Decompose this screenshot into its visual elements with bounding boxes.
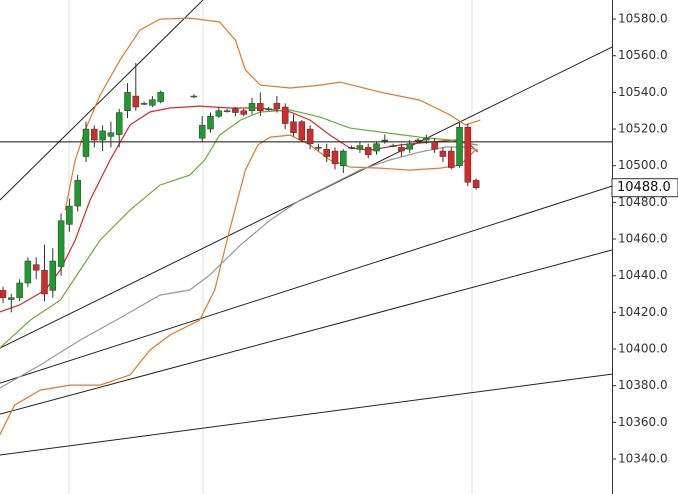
y-tick-label: 10560.0 <box>618 48 668 62</box>
last-price-label: 10488.0 <box>617 180 671 195</box>
candle-body <box>340 150 347 166</box>
candle-body <box>157 92 164 102</box>
y-tick-label: 10580.0 <box>618 12 668 26</box>
trend-line <box>0 373 612 456</box>
candle-body <box>406 143 413 150</box>
candle-body <box>223 110 231 112</box>
candle-body <box>240 110 247 115</box>
candle-body <box>57 220 65 267</box>
candle-body <box>298 121 306 141</box>
candle-body <box>115 112 123 135</box>
candle-body <box>132 95 140 108</box>
candle-body <box>74 180 81 207</box>
candle-body <box>373 143 380 152</box>
candle-body <box>281 106 289 124</box>
candle-body <box>431 141 438 150</box>
candle-body <box>91 128 98 141</box>
candle-body <box>207 115 214 130</box>
y-tick-label: 10360.0 <box>618 415 668 429</box>
plot-area <box>0 0 612 494</box>
y-tick-label: 10480.0 <box>618 195 668 209</box>
candle-body <box>107 132 115 137</box>
candle-body <box>381 139 389 142</box>
candle-body <box>306 128 314 144</box>
trend-line <box>0 0 204 201</box>
candle-body <box>99 130 106 141</box>
last-price-box <box>611 178 678 198</box>
candle-body <box>456 126 463 166</box>
candle-body <box>290 121 297 133</box>
candle-body <box>464 126 472 183</box>
candle-body <box>82 128 90 157</box>
trend-line <box>0 185 612 384</box>
candle-body <box>198 125 206 139</box>
candle-body <box>389 145 397 147</box>
candle-body <box>356 145 364 150</box>
candle-body <box>414 139 422 142</box>
candle-body <box>364 147 372 155</box>
trend-line <box>0 249 612 415</box>
indicator-line <box>0 134 476 436</box>
candle-body <box>140 103 148 105</box>
y-tick-label: 10400.0 <box>618 342 668 356</box>
candle-body <box>423 137 430 141</box>
indicator-line <box>0 109 478 349</box>
candle-body <box>447 150 455 168</box>
candle-body <box>265 108 272 111</box>
candle-body <box>215 110 223 117</box>
y-tick-label: 10420.0 <box>618 305 668 319</box>
y-tick-label: 10340.0 <box>618 451 668 465</box>
y-tick-label: 10460.0 <box>618 232 668 246</box>
candle-body <box>439 150 447 157</box>
candle-body <box>66 205 73 225</box>
candle-body <box>32 264 40 271</box>
candle-body <box>24 260 32 284</box>
y-tick-label: 10520.0 <box>618 122 668 136</box>
indicator-line <box>64 17 481 211</box>
candle-body <box>232 108 239 113</box>
candle-body <box>348 147 355 149</box>
candle-body <box>16 282 23 298</box>
candle-body <box>190 95 198 98</box>
candle-body <box>315 147 322 149</box>
candle-body <box>472 180 480 188</box>
y-tick-label: 10500.0 <box>618 158 668 172</box>
candle-body <box>331 150 339 165</box>
candle-body <box>398 147 405 152</box>
indicator-line <box>0 146 478 389</box>
candle-body <box>49 260 57 291</box>
candle-body <box>323 148 330 157</box>
candle-body <box>248 103 256 111</box>
candle-body <box>0 290 7 298</box>
candle-body <box>149 99 156 106</box>
y-tick-label: 10440.0 <box>618 268 668 282</box>
candle-body <box>41 269 48 295</box>
candle-body <box>273 103 281 110</box>
y-tick-label: 10380.0 <box>618 378 668 392</box>
candle-body <box>124 92 131 111</box>
y-tick-label: 10540.0 <box>618 85 668 99</box>
candle-body <box>8 297 15 300</box>
candle-body <box>257 103 264 111</box>
